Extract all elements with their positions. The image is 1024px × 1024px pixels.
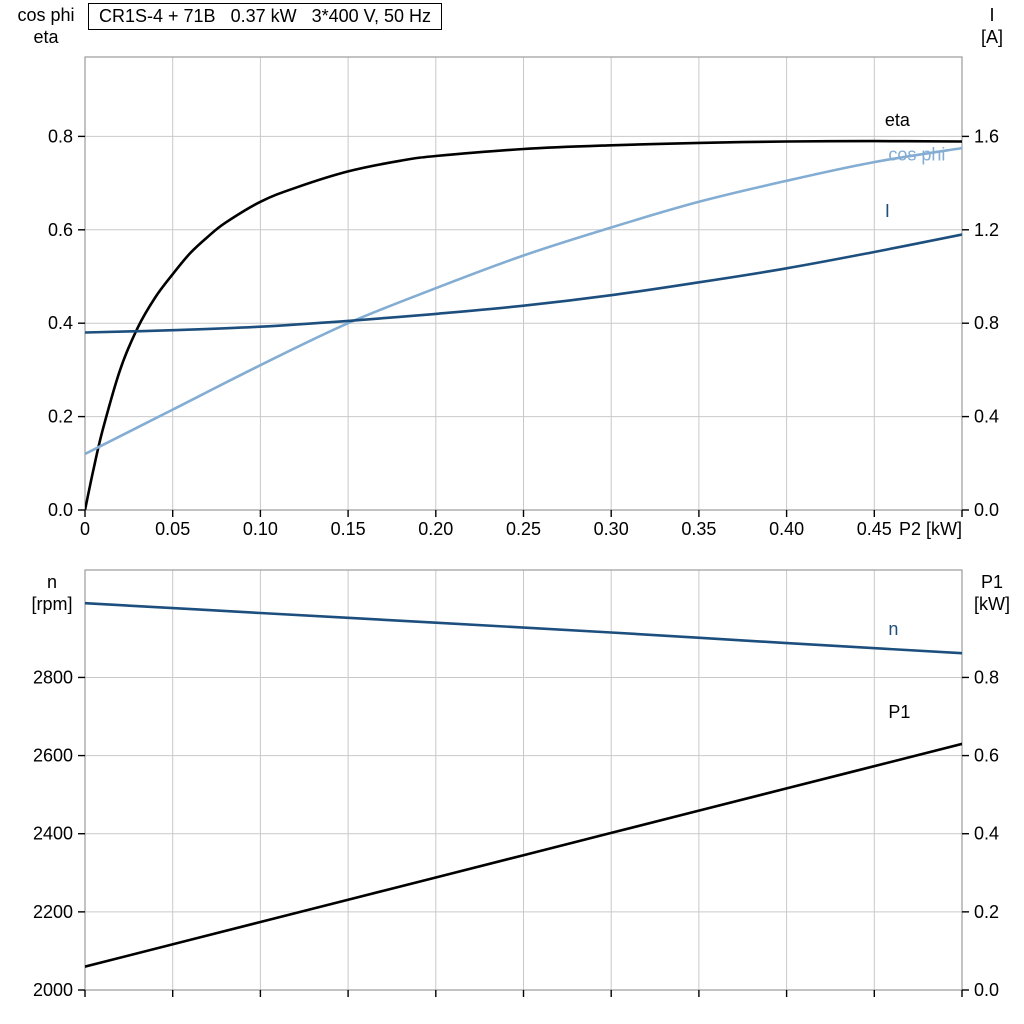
x-tick-label: 0.45: [857, 519, 892, 539]
x-tick-label: 0.30: [594, 519, 629, 539]
y-right-tick-label: 0.4: [974, 824, 999, 844]
x-tick-label: 0.40: [769, 519, 804, 539]
y-left-tick-label: 2000: [33, 980, 73, 1000]
chart-bottom: 2000 2200 2400 2600 2800 0.0 0.2 0.4 0.6 0.8 n P1: [33, 569, 999, 1000]
y-right-tick-label: 1.6: [974, 126, 999, 146]
y-left-tick-label: 0.2: [48, 407, 73, 427]
x-axis-label: P2 [kW]: [899, 519, 962, 539]
y-right-tick-label: 0.0: [974, 500, 999, 520]
axis-title-eta: eta: [33, 27, 59, 47]
x-tick-label: 0: [80, 519, 90, 539]
curve-label-i: I: [885, 201, 890, 221]
x-tick-label: 0.25: [506, 519, 541, 539]
y-left-tick-label: 2600: [33, 746, 73, 766]
y-left-tick-label: 2800: [33, 667, 73, 687]
curve-p1: [85, 742, 962, 968]
x-tick-label: 0.20: [418, 519, 453, 539]
axis-title-current-unit: [A]: [980, 27, 1003, 47]
chart-top: 0.0 0.2 0.4 0.6 0.8 0.0 0.4 0.8 1.2 1.6 0 0.05 0.10 0…: [48, 56, 999, 539]
curve-cos-phi: [85, 146, 962, 456]
curve-label-eta: eta: [885, 110, 911, 130]
curve-label-cos-phi: cos phi: [888, 145, 945, 165]
y-right-tick-label: 0.0: [974, 980, 999, 1000]
axis-title-current: I: [989, 5, 995, 25]
bottom-right-axis-title: P1 [kW]: [964, 571, 1020, 615]
chart-title-box: CR1S-4 + 71B 0.37 kW 3*400 V, 50 Hz: [88, 3, 443, 30]
x-tick-label: 0.05: [155, 519, 190, 539]
top-right-axis-title: I [A]: [966, 4, 1018, 48]
y-right-tick-label: 0.8: [974, 313, 999, 333]
axis-title-n: n: [46, 572, 57, 592]
y-left-tick-label: 0.6: [48, 220, 73, 240]
axis-title-cos-phi: cos phi: [17, 5, 75, 25]
x-tick-label: 0.15: [331, 519, 366, 539]
top-left-axis-title: cos phi eta: [10, 4, 82, 48]
y-left-tick-label: 0.8: [48, 126, 73, 146]
bottom-left-axis-title: n [rpm]: [22, 571, 82, 615]
y-left-tick-label: 0.0: [48, 500, 73, 520]
y-right-tick-label: 0.6: [974, 746, 999, 766]
y-right-tick-label: 0.4: [974, 407, 999, 427]
x-tick-label: 0.35: [681, 519, 716, 539]
y-left-tick-label: 2400: [33, 824, 73, 844]
curve-n: [85, 601, 962, 655]
y-right-tick-label: 0.8: [974, 667, 999, 687]
curve-label-n: n: [888, 619, 898, 639]
curve-i: [85, 233, 962, 334]
axis-title-n-unit: [rpm]: [31, 594, 73, 614]
y-left-tick-label: 2200: [33, 902, 73, 922]
x-tick-label: 0.10: [243, 519, 278, 539]
curve-label-p1: P1: [888, 702, 910, 722]
y-right-tick-label: 0.2: [974, 902, 999, 922]
curve-eta: [85, 139, 962, 510]
axis-title-p1: P1: [980, 572, 1004, 592]
y-right-tick-label: 1.2: [974, 220, 999, 240]
y-left-tick-label: 0.4: [48, 313, 73, 333]
axis-title-p1-unit: [kW]: [974, 594, 1010, 614]
